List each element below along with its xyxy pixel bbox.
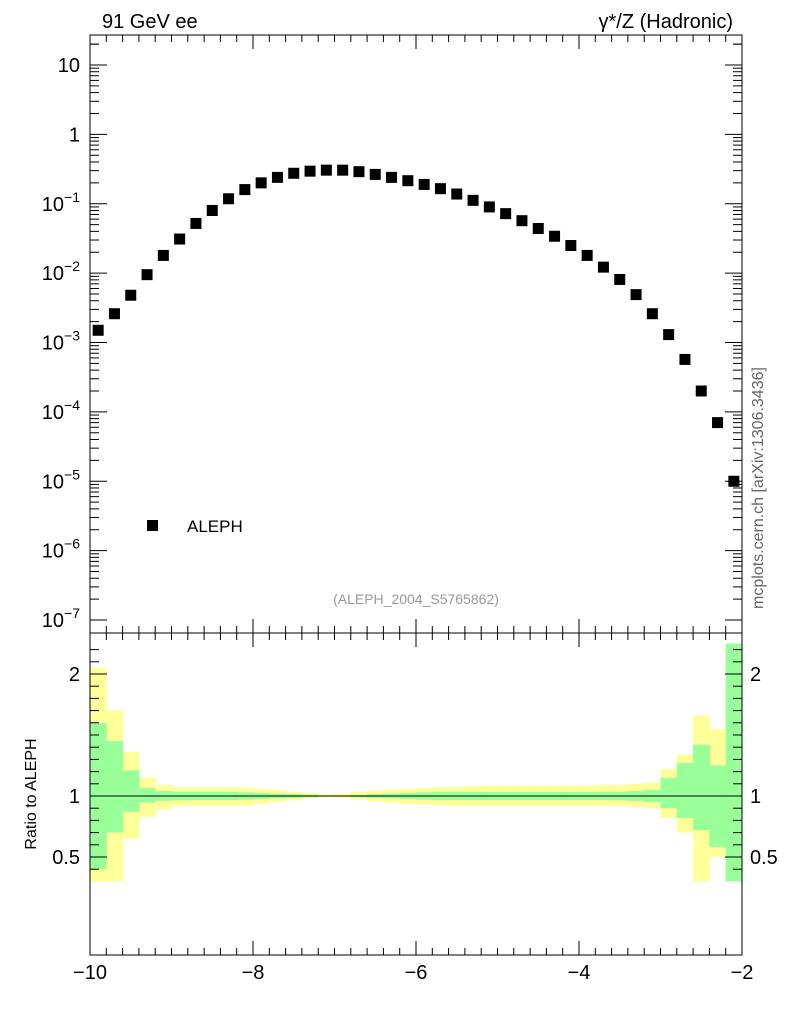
data-point <box>434 183 446 195</box>
legend-marker <box>147 520 158 531</box>
header-right: γ*/Z (Hadronic) <box>599 11 733 33</box>
band-inner-bin <box>106 741 124 833</box>
ratio-y-tick-label-right: 1 <box>750 786 761 808</box>
data-point <box>386 171 398 183</box>
data-point <box>206 204 218 216</box>
ratio-axis-ticks <box>89 633 742 955</box>
data-point <box>549 230 561 242</box>
data-point <box>418 178 430 190</box>
main-axis-ticks <box>89 35 742 633</box>
data-point <box>500 208 512 220</box>
x-tick-label: −2 <box>731 962 754 984</box>
data-point <box>320 164 332 176</box>
data-point <box>141 269 153 281</box>
data-point <box>174 233 186 245</box>
ratio-y-tick-label-right: 2 <box>750 664 761 686</box>
data-point <box>255 177 267 189</box>
ratio-tick-labels: 0.5 0.5 1 1 2 2 −10 −8 −6 −4 −2 <box>52 664 778 984</box>
data-point <box>630 289 642 301</box>
data-point <box>304 165 316 177</box>
watermark: mcplots.cern.ch [arXiv:1306.3436] <box>750 367 767 609</box>
data-point <box>271 171 283 183</box>
data-point <box>451 188 463 200</box>
band-inner-bin <box>676 763 694 818</box>
data-point <box>223 193 235 205</box>
header-left: 91 GeV ee <box>102 11 198 33</box>
data-point <box>353 166 365 178</box>
band-inner-bin <box>725 643 743 882</box>
ratio-plot-frame <box>89 632 743 956</box>
y-tick-label: 10−6 <box>42 536 80 563</box>
x-tick-label: −8 <box>242 962 265 984</box>
y-tick-label: 10−1 <box>42 189 80 216</box>
data-point <box>125 289 137 301</box>
data-point <box>532 222 544 234</box>
data-point <box>695 385 707 397</box>
data-point <box>337 164 349 176</box>
y-tick-label: 10−4 <box>42 397 80 424</box>
data-point <box>157 249 169 261</box>
y-tick-label: 10−5 <box>42 466 80 493</box>
data-point <box>712 417 724 429</box>
band-inner-bin <box>693 744 710 831</box>
data-point <box>483 201 495 213</box>
main-y-tick-labels: 10 1 10−1 10−2 10−3 10−4 10−5 10−6 10−7 <box>42 55 80 632</box>
data-points <box>92 164 740 487</box>
band-inner-bin <box>138 788 156 803</box>
x-tick-label: −6 <box>405 962 428 984</box>
main-plot-area <box>90 35 742 633</box>
y-tick-label: 10−2 <box>42 258 80 285</box>
data-point <box>565 240 577 252</box>
data-point <box>614 273 626 285</box>
legend-label: ALEPH <box>187 517 243 536</box>
ratio-y-tick-label-right: 0.5 <box>750 847 778 869</box>
y-tick-label: 1 <box>69 124 80 146</box>
data-point <box>190 217 202 229</box>
ratio-y-axis-label: Ratio to ALEPH <box>23 738 40 849</box>
data-point <box>679 353 691 365</box>
ratio-bands <box>90 643 743 882</box>
band-inner-bin <box>709 765 727 848</box>
data-point <box>467 194 479 206</box>
ratio-y-tick-label: 0.5 <box>52 847 80 869</box>
data-point <box>597 261 609 273</box>
data-point <box>581 249 593 261</box>
data-point <box>239 184 251 196</box>
data-point <box>402 175 414 187</box>
data-point <box>288 167 300 179</box>
y-tick-label: 10−3 <box>42 328 80 355</box>
data-point <box>108 308 120 320</box>
y-tick-label: 10−7 <box>42 605 80 632</box>
data-point <box>663 329 675 341</box>
ratio-y-tick-label: 2 <box>69 664 80 686</box>
y-tick-label: 10 <box>58 55 80 77</box>
data-point <box>369 168 381 180</box>
data-point <box>728 475 740 487</box>
band-inner-bin <box>122 770 140 812</box>
data-point <box>92 324 104 336</box>
data-point <box>516 215 528 227</box>
ratio-y-tick-label: 1 <box>69 786 80 808</box>
band-inner-bin <box>660 777 678 809</box>
data-point <box>646 308 658 320</box>
analysis-tag: (ALEPH_2004_S5765862) <box>333 591 499 607</box>
x-tick-label: −10 <box>73 962 107 984</box>
x-tick-label: −4 <box>568 962 591 984</box>
